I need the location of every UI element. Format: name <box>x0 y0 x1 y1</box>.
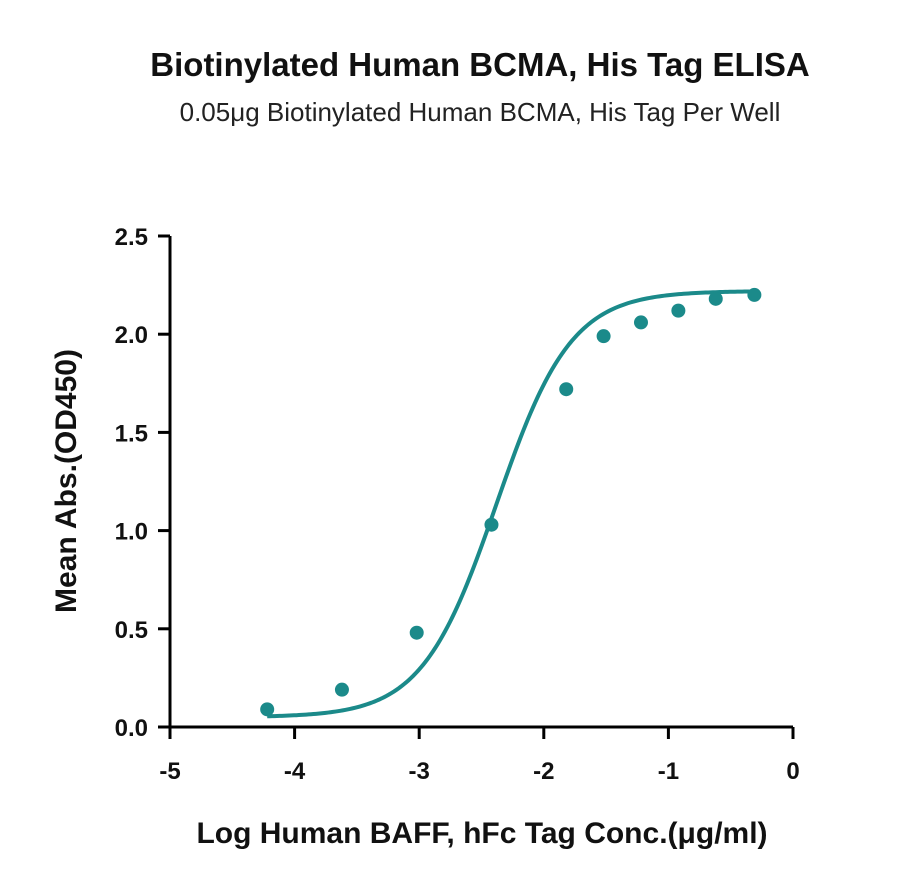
chart-title: Biotinylated Human BCMA, His Tag ELISA <box>150 46 809 83</box>
y-tick-label: 1.0 <box>115 519 148 546</box>
x-tick-label: -3 <box>409 758 430 785</box>
y-tick-label: 0.5 <box>115 617 148 644</box>
data-point <box>671 303 686 318</box>
x-tick-label: -2 <box>533 758 554 785</box>
axes <box>168 236 793 729</box>
y-tick-label: 1.5 <box>115 420 148 447</box>
x-tick-label: -4 <box>284 758 306 785</box>
x-tick-label: -1 <box>658 758 679 785</box>
data-point <box>708 291 723 306</box>
fit-curve <box>267 289 755 719</box>
data-point <box>484 517 499 532</box>
x-tick-label: 0 <box>786 758 799 785</box>
data-point <box>409 625 424 640</box>
y-tick-label: 2.0 <box>115 322 148 349</box>
data-points <box>260 287 762 717</box>
chart-subtitle: 0.05μg Biotinylated Human BCMA, His Tag … <box>180 97 781 127</box>
data-point <box>260 702 275 717</box>
data-point <box>596 329 611 344</box>
y-tick-label: 2.5 <box>115 224 148 251</box>
data-point <box>747 287 762 302</box>
x-axis-label: Log Human BAFF, hFc Tag Conc.(μg/ml) <box>196 817 767 850</box>
data-point <box>633 315 648 330</box>
y-ticks: 0.0 0.5 1.0 1.5 2.0 2.5 <box>115 224 170 742</box>
y-axis-label: Mean Abs.(OD450) <box>50 349 83 613</box>
data-point <box>559 382 574 397</box>
data-point <box>334 682 349 697</box>
x-tick-label: -5 <box>159 758 180 785</box>
y-tick-label: 0.0 <box>115 715 148 742</box>
x-ticks: -5 -4 -3 -2 -1 0 <box>159 727 800 785</box>
